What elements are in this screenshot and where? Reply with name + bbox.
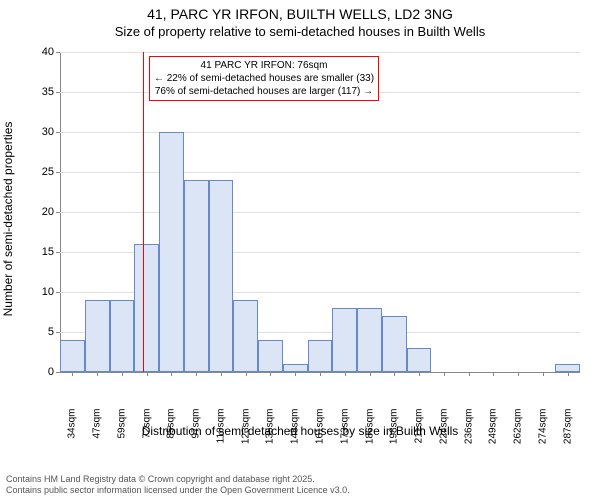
histogram-bar	[134, 244, 159, 372]
x-tick-mark	[97, 372, 98, 376]
x-tick-mark	[543, 372, 544, 376]
chart-title-block: 41, PARC YR IRFON, BUILTH WELLS, LD2 3NG…	[0, 0, 600, 39]
x-tick-mark	[518, 372, 519, 376]
histogram-bar	[233, 300, 258, 372]
x-tick-mark	[469, 372, 470, 376]
x-tick-mark	[196, 372, 197, 376]
histogram-bar	[332, 308, 357, 372]
x-axis-label: Distribution of semi-detached houses by …	[0, 424, 600, 438]
x-tick-mark	[394, 372, 395, 376]
histogram-bar	[85, 300, 110, 372]
y-tick-mark	[56, 372, 60, 373]
footer-line2: Contains public sector information licen…	[6, 485, 350, 496]
histogram-bar	[60, 340, 85, 372]
annotation-box: 41 PARC YR IRFON: 76sqm← 22% of semi-det…	[149, 56, 379, 101]
histogram-bar	[357, 308, 382, 372]
x-tick-mark	[270, 372, 271, 376]
x-tick-mark	[72, 372, 73, 376]
x-tick-mark	[320, 372, 321, 376]
histogram-bar	[308, 340, 333, 372]
y-tick-label: 35	[0, 86, 54, 98]
x-tick-mark	[419, 372, 420, 376]
histogram-bar	[110, 300, 135, 372]
annotation-line3: 76% of semi-detached houses are larger (…	[154, 85, 374, 98]
chart-subtitle: Size of property relative to semi-detach…	[0, 24, 600, 39]
x-tick-mark	[345, 372, 346, 376]
x-tick-mark	[295, 372, 296, 376]
y-tick-label: 0	[0, 366, 54, 378]
plot-area: 41 PARC YR IRFON: 76sqm← 22% of semi-det…	[60, 52, 580, 372]
annotation-line1: 41 PARC YR IRFON: 76sqm	[154, 59, 374, 72]
x-tick-mark	[171, 372, 172, 376]
x-tick-mark	[493, 372, 494, 376]
gridline	[60, 132, 580, 133]
histogram-bar	[209, 180, 234, 372]
histogram-bar	[283, 364, 308, 372]
y-tick-label: 5	[0, 326, 54, 338]
histogram-bar	[555, 364, 580, 372]
gridline	[60, 52, 580, 53]
y-tick-label: 40	[0, 46, 54, 58]
x-tick-mark	[147, 372, 148, 376]
x-tick-mark	[246, 372, 247, 376]
histogram-bar	[382, 316, 407, 372]
reference-line	[143, 52, 144, 372]
annotation-line2: ← 22% of semi-detached houses are smalle…	[154, 72, 374, 85]
x-tick-mark	[568, 372, 569, 376]
x-tick-mark	[370, 372, 371, 376]
x-tick-mark	[122, 372, 123, 376]
gridline	[60, 172, 580, 173]
footer-line1: Contains HM Land Registry data © Crown c…	[6, 474, 350, 485]
x-tick-mark	[221, 372, 222, 376]
chart-title: 41, PARC YR IRFON, BUILTH WELLS, LD2 3NG	[0, 6, 600, 22]
chart-container: 0510152025303540 41 PARC YR IRFON: 76sqm…	[0, 42, 600, 442]
footer-attribution: Contains HM Land Registry data © Crown c…	[6, 474, 350, 497]
histogram-bar	[258, 340, 283, 372]
histogram-bar	[159, 132, 184, 372]
gridline	[60, 212, 580, 213]
x-tick-mark	[444, 372, 445, 376]
histogram-bar	[184, 180, 209, 372]
histogram-bar	[407, 348, 432, 372]
